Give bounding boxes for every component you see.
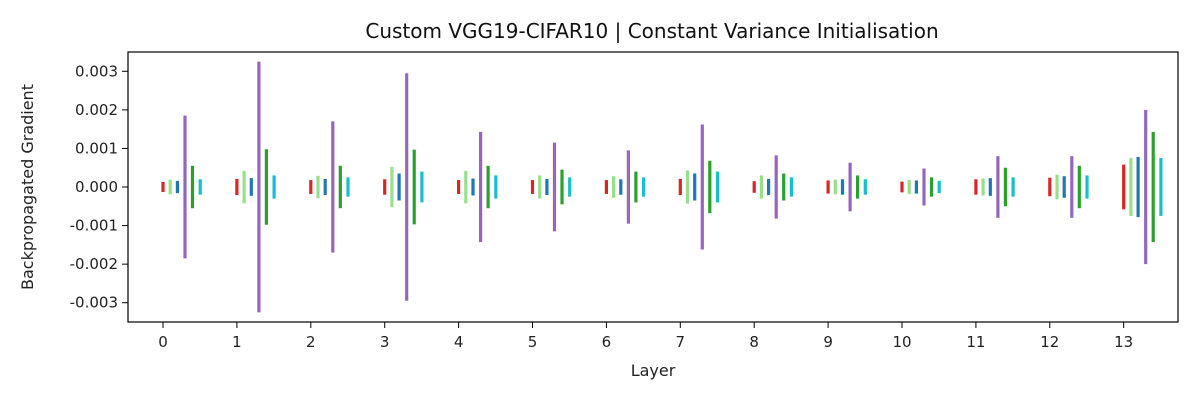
x-tick-label: 11: [966, 333, 985, 351]
x-tick-label: 1: [232, 333, 242, 351]
y-axis-title: Backpropagated Gradient: [18, 84, 37, 290]
x-tick-label: 7: [676, 333, 686, 351]
y-axis-ticks: -0.003 -0.002 -0.001 0.000 0.001 0.002 0.003: [70, 62, 128, 312]
x-tick-label: 13: [1114, 333, 1133, 351]
x-tick-label: 6: [602, 333, 612, 351]
y-tick-label: 0.003: [75, 62, 118, 80]
x-tick-label: 4: [454, 333, 464, 351]
x-tick-label: 8: [749, 333, 759, 351]
error-bars: [161, 61, 1163, 313]
y-tick-label: -0.001: [70, 217, 118, 235]
y-tick-label: -0.002: [70, 255, 118, 273]
chart-title: Custom VGG19-CIFAR10 | Constant Variance…: [365, 19, 938, 43]
y-tick-label: -0.003: [70, 294, 118, 312]
plot-frame: [127, 51, 1179, 323]
x-axis-title: Layer: [631, 361, 676, 380]
y-tick-label: 0.001: [75, 139, 118, 157]
y-tick-label: 0.000: [75, 178, 118, 196]
x-tick-label: 0: [158, 333, 168, 351]
x-axis-ticks: 0 1 2 3 4 5 6 7 8 9 10 11 12 13: [158, 322, 1133, 351]
x-tick-label: 3: [380, 333, 390, 351]
x-tick-label: 2: [306, 333, 316, 351]
x-tick-label: 10: [892, 333, 911, 351]
x-tick-label: 12: [1040, 333, 1059, 351]
x-tick-label: 9: [823, 333, 833, 351]
x-tick-label: 5: [528, 333, 538, 351]
y-tick-label: 0.002: [75, 101, 118, 119]
